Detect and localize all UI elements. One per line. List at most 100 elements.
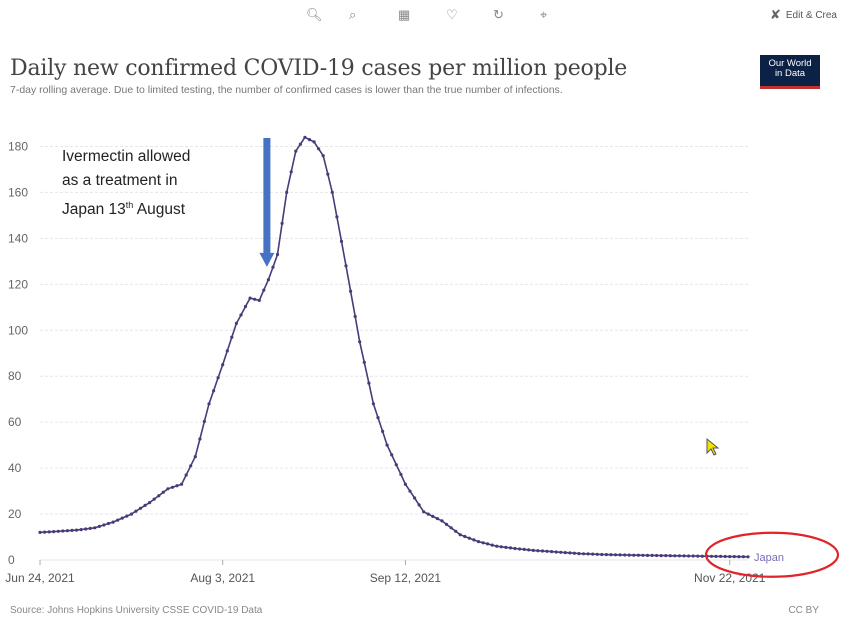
y-tick-label: 180 [8, 139, 28, 153]
data-point [88, 526, 92, 531]
data-point [307, 138, 312, 142]
series-label-japan: Japan [754, 552, 784, 564]
data-point [655, 553, 659, 558]
data-point [111, 520, 115, 524]
data-point [376, 416, 380, 420]
data-point [540, 549, 545, 553]
y-tick-label: 100 [8, 323, 28, 337]
data-point [289, 170, 293, 174]
data-point [586, 552, 590, 556]
data-point [285, 190, 289, 194]
data-point [613, 553, 618, 557]
data-point [43, 530, 47, 534]
annotation-line3: Japan 13th August [62, 193, 190, 222]
edit-and-create-button[interactable]: ✘ Edit & Crea [770, 8, 837, 22]
data-point [687, 554, 691, 558]
annotation-arrow-head [259, 252, 275, 267]
data-point [513, 546, 517, 551]
data-point [38, 530, 42, 535]
data-point [609, 553, 613, 557]
logo-line2: in Data [774, 68, 806, 79]
data-point [381, 429, 385, 433]
data-point [349, 289, 353, 293]
data-point [545, 549, 549, 553]
data-point [486, 542, 490, 546]
mouse-cursor-icon [706, 437, 720, 456]
data-point [435, 517, 439, 521]
zoom-in-icon[interactable]: 🔍︎ [306, 7, 323, 22]
data-point [161, 490, 165, 494]
data-point [321, 154, 325, 158]
annotation-line3-prefix: Japan 13 [62, 201, 126, 219]
data-point [650, 553, 654, 558]
data-point [476, 540, 481, 544]
data-point [184, 473, 188, 477]
data-point [737, 555, 741, 559]
data-point [422, 510, 426, 514]
owid-logo[interactable]: Our World in Data [760, 55, 820, 89]
y-tick-label: 20 [8, 507, 22, 521]
data-point [166, 487, 170, 491]
data-point [170, 485, 175, 489]
ivermectin-annotation: Ivermectin allowed as a treatment in Jap… [62, 145, 190, 222]
data-point [47, 530, 51, 534]
data-point [499, 545, 503, 549]
data-point [362, 360, 366, 364]
x-axis-ticks: Jun 24, 2021 Aug 3, 2021 Sep 12, 2021 Nov 2… [5, 560, 766, 585]
data-point [134, 509, 138, 513]
data-point [577, 552, 581, 556]
data-point [563, 551, 567, 555]
data-point [97, 524, 101, 529]
data-point [431, 514, 435, 519]
data-point [490, 543, 494, 547]
data-point [271, 265, 275, 269]
y-tick-label: 40 [8, 461, 22, 475]
zoom-out-icon[interactable]: ⌕ [349, 7, 357, 22]
data-point [175, 484, 179, 488]
data-point [230, 335, 234, 339]
data-point [536, 549, 540, 553]
data-point [248, 296, 252, 300]
data-point [572, 551, 577, 555]
data-point [449, 526, 453, 530]
data-point [106, 521, 111, 526]
x-tick-label: Aug 3, 2021 [190, 571, 255, 585]
source-note[interactable]: Source: Johns Hopkins University CSSE CO… [10, 605, 263, 616]
data-point [262, 288, 266, 292]
data-point [454, 529, 458, 533]
data-point [225, 349, 229, 353]
y-axis-ticks: 0 20 40 60 80 100 120 140 160 180 [8, 139, 28, 567]
data-point [390, 453, 394, 457]
y-tick-label: 160 [8, 185, 28, 199]
data-point [664, 554, 668, 558]
series-layer: Japan [38, 135, 784, 564]
heart-icon[interactable]: ♡ [446, 7, 458, 22]
data-point [253, 297, 257, 301]
data-point [56, 529, 60, 533]
data-point [120, 516, 124, 520]
data-point [243, 304, 248, 309]
data-point [239, 313, 243, 317]
x-tick-label: Jun 24, 2021 [5, 571, 75, 585]
data-point [508, 546, 513, 550]
data-point [202, 419, 206, 423]
data-point [728, 555, 732, 559]
data-point [326, 172, 330, 176]
data-point [591, 552, 595, 556]
data-point [645, 553, 650, 558]
license-label[interactable]: CC BY [788, 605, 819, 616]
chart-subtitle: 7-day rolling average. Due to limited te… [10, 84, 563, 96]
data-point [65, 529, 69, 533]
data-point [467, 536, 471, 540]
data-point [221, 363, 225, 367]
data-point [335, 215, 339, 219]
data-point [700, 554, 704, 558]
annotation-line3-sup: th [125, 200, 134, 210]
data-point [353, 314, 357, 319]
data-point [298, 142, 302, 146]
data-point [344, 264, 348, 268]
x-tick-label: Sep 12, 2021 [370, 571, 442, 585]
refresh-icon[interactable]: ↻ [493, 7, 504, 22]
table-icon[interactable]: ▦ [398, 7, 411, 22]
crop-icon[interactable]: ⌖ [540, 7, 548, 22]
